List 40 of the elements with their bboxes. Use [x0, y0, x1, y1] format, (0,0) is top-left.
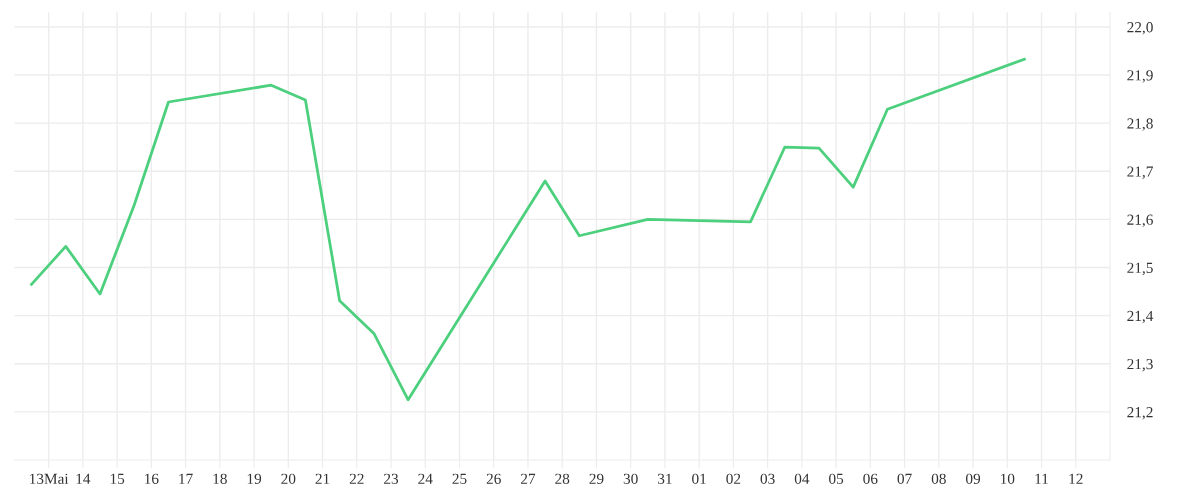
x-tick-label: 16 [145, 473, 159, 484]
x-tick-label: 19 [247, 473, 262, 484]
x-tick-label: 15 [110, 473, 125, 484]
y-tick-label: 21,7 [1127, 166, 1153, 179]
x-tick-label: 24 [418, 473, 433, 484]
x-tick-label: 13Mai [30, 473, 69, 484]
x-tick-label: 06 [863, 473, 878, 484]
x-tick-label: 20 [281, 473, 296, 484]
x-tick-label: 17 [179, 473, 193, 484]
x-tick-label: 04 [794, 473, 810, 484]
x-tick-label: 12 [1069, 473, 1083, 484]
y-tick-label: 21,3 [1127, 358, 1153, 372]
x-tick-label: 08 [931, 473, 946, 484]
x-tick-label: 23 [384, 473, 399, 484]
x-tick-label: 14 [76, 473, 91, 484]
x-tick-label: 26 [486, 473, 501, 484]
x-tick-label: 03 [760, 473, 775, 484]
x-tick-label: 01 [692, 473, 706, 484]
x-tick-label: 25 [452, 473, 467, 484]
x-tick-label: 22 [349, 473, 364, 484]
x-tick-label: 07 [897, 473, 912, 484]
x-tick-label: 31 [658, 473, 672, 484]
y-tick-label: 21,9 [1127, 70, 1153, 83]
x-tick-label: 10 [1000, 473, 1015, 484]
y-tick-label: 21,4 [1127, 310, 1154, 324]
x-tick-label: 27 [520, 473, 536, 484]
y-tick-label: 21,8 [1127, 118, 1153, 131]
y-tick-label: 21,6 [1127, 214, 1153, 228]
x-tick-label: 05 [829, 473, 844, 484]
x-tick-label: 21 [315, 473, 330, 484]
x-tick-label: 11 [1035, 473, 1048, 484]
y-tick-label: 21,2 [1127, 407, 1153, 420]
x-tick-label: 02 [726, 473, 741, 484]
x-tick-label: 30 [623, 473, 638, 484]
x-tick-label: 29 [589, 473, 604, 484]
y-tick-label: 21,5 [1127, 262, 1153, 276]
x-tick-label: 28 [555, 473, 570, 484]
y-tick-label: 22,0 [1127, 22, 1153, 35]
x-tick-label: 18 [213, 473, 227, 484]
x-tick-label: 09 [965, 473, 981, 484]
